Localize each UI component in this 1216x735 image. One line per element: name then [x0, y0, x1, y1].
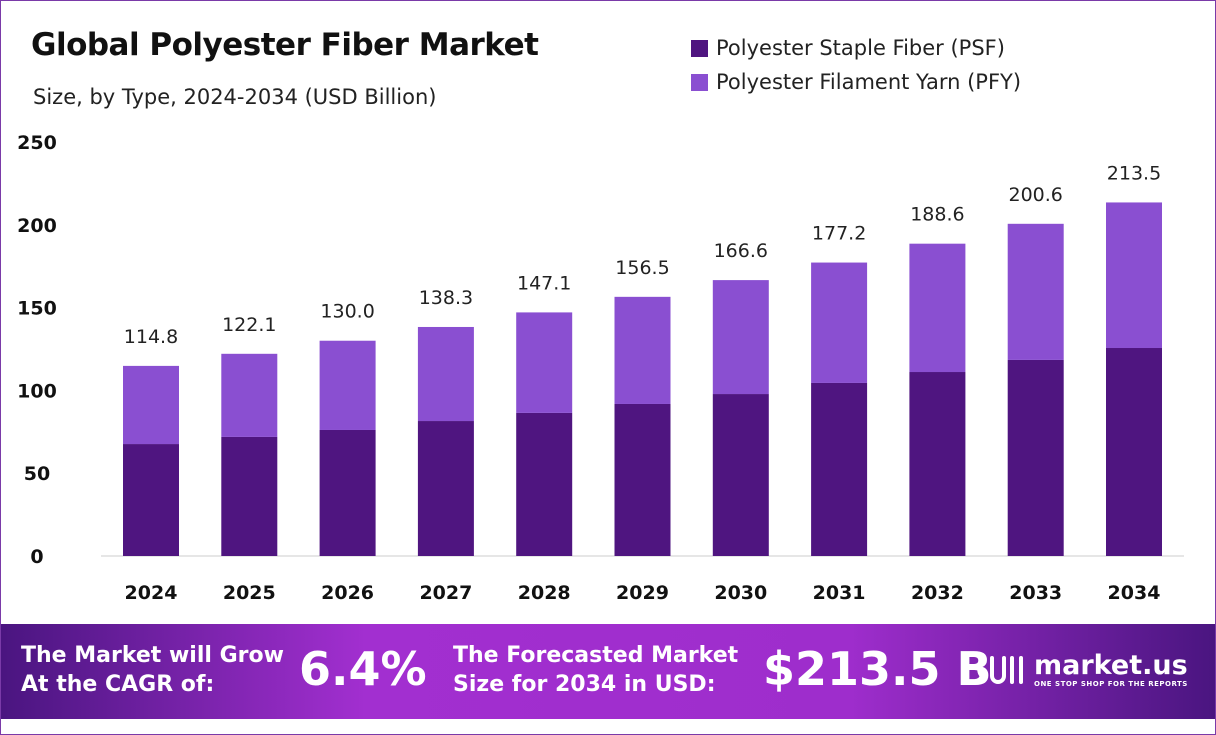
bar-pfy-2034 — [1106, 202, 1162, 349]
market-us-logo: market.us ONE STOP SHOP FOR THE REPORTS — [976, 650, 1188, 690]
bar-psf-2030 — [712, 394, 769, 556]
y-tick-label: 150 — [17, 298, 57, 320]
legend-item-pfy: Polyester Filament Yarn (PFY) — [691, 65, 1021, 99]
legend: Polyester Staple Fiber (PSF) Polyester F… — [691, 31, 1021, 99]
y-tick-label: 250 — [17, 132, 57, 154]
data-label-total: 200.6 — [1008, 184, 1062, 206]
data-label-total: 114.8 — [124, 326, 178, 348]
x-tick-label: 2030 — [714, 582, 767, 604]
bar-psf-2032 — [909, 372, 966, 556]
footer-banner: The Market will Grow At the CAGR of: 6.4%… — [1, 624, 1215, 719]
bar-pfy-2029 — [614, 296, 671, 404]
bar-psf-2027 — [417, 421, 474, 556]
bar-pfy-2032 — [909, 243, 966, 373]
x-tick-label: 2033 — [1009, 582, 1062, 604]
data-label-total: 166.6 — [714, 240, 768, 262]
cagr-label-line2: At the CAGR of: — [21, 672, 215, 697]
chart-title: Global Polyester Fiber Market — [31, 27, 539, 63]
logo-tagline: ONE STOP SHOP FOR THE REPORTS — [1034, 680, 1188, 688]
data-label-total: 156.5 — [615, 257, 669, 279]
data-label-total: 188.6 — [910, 204, 964, 226]
legend-swatch-psf — [691, 39, 708, 57]
x-tick-label: 2034 — [1108, 582, 1161, 604]
data-label-total: 213.5 — [1107, 162, 1161, 184]
cagr-label: The Market will Grow At the CAGR of: — [21, 641, 284, 699]
x-tick-label: 2029 — [616, 582, 669, 604]
bar-pfy-2026 — [319, 340, 376, 430]
forecast-label-line2: Size for 2034 in USD: — [453, 672, 716, 697]
x-tick-label: 2032 — [911, 582, 964, 604]
y-tick-label: 50 — [24, 463, 50, 485]
data-label-total: 147.1 — [517, 272, 571, 294]
data-label-total: 138.3 — [419, 287, 473, 309]
bar-psf-2026 — [319, 429, 376, 556]
data-label-total: 130.0 — [320, 301, 374, 323]
x-tick-label: 2028 — [518, 582, 571, 604]
logo-name: market.us — [1034, 650, 1188, 681]
legend-label-psf: Polyester Staple Fiber (PSF) — [716, 36, 1005, 60]
bar-psf-2025 — [221, 436, 278, 556]
bar-pfy-2031 — [811, 262, 868, 383]
chart-subtitle: Size, by Type, 2024-2034 (USD Billion) — [33, 85, 437, 109]
y-tick-label: 100 — [17, 380, 57, 402]
x-tick-label: 2024 — [125, 582, 178, 604]
data-label-total: 177.2 — [812, 223, 866, 245]
legend-item-psf: Polyester Staple Fiber (PSF) — [691, 31, 1021, 65]
cagr-label-line1: The Market will Grow — [21, 643, 284, 668]
bar-pfy-2027 — [417, 326, 474, 422]
bar-pfy-2024 — [123, 365, 179, 445]
data-label-total: 122.1 — [222, 314, 276, 336]
cagr-value: 6.4% — [299, 642, 427, 696]
bar-psf-2034 — [1106, 348, 1162, 556]
bar-psf-2031 — [811, 382, 868, 556]
x-tick-label: 2026 — [321, 582, 374, 604]
bar-psf-2029 — [614, 403, 671, 556]
forecast-label: The Forecasted Market Size for 2034 in US… — [453, 641, 738, 699]
bar-psf-2024 — [123, 444, 179, 556]
y-tick-label: 200 — [17, 215, 57, 237]
logo-icon — [977, 656, 1023, 684]
forecast-value: $213.5 B — [763, 642, 992, 696]
y-tick-label: 0 — [30, 546, 43, 568]
bar-pfy-2033 — [1007, 223, 1064, 360]
bar-pfy-2030 — [712, 280, 769, 395]
bar-chart: 0 50 100 150 200 250 114.8 2024 122.1 2025 130.0 20… — [17, 132, 1184, 604]
bar-pfy-2025 — [221, 353, 278, 437]
legend-swatch-pfy — [691, 73, 708, 91]
x-tick-label: 2027 — [419, 582, 472, 604]
bar-pfy-2028 — [516, 312, 573, 413]
x-tick-label: 2025 — [223, 582, 276, 604]
x-tick-label: 2031 — [813, 582, 866, 604]
bar-psf-2033 — [1007, 359, 1064, 556]
bar-psf-2028 — [516, 412, 573, 556]
forecast-label-line1: The Forecasted Market — [453, 643, 739, 668]
legend-label-pfy: Polyester Filament Yarn (PFY) — [716, 70, 1022, 94]
